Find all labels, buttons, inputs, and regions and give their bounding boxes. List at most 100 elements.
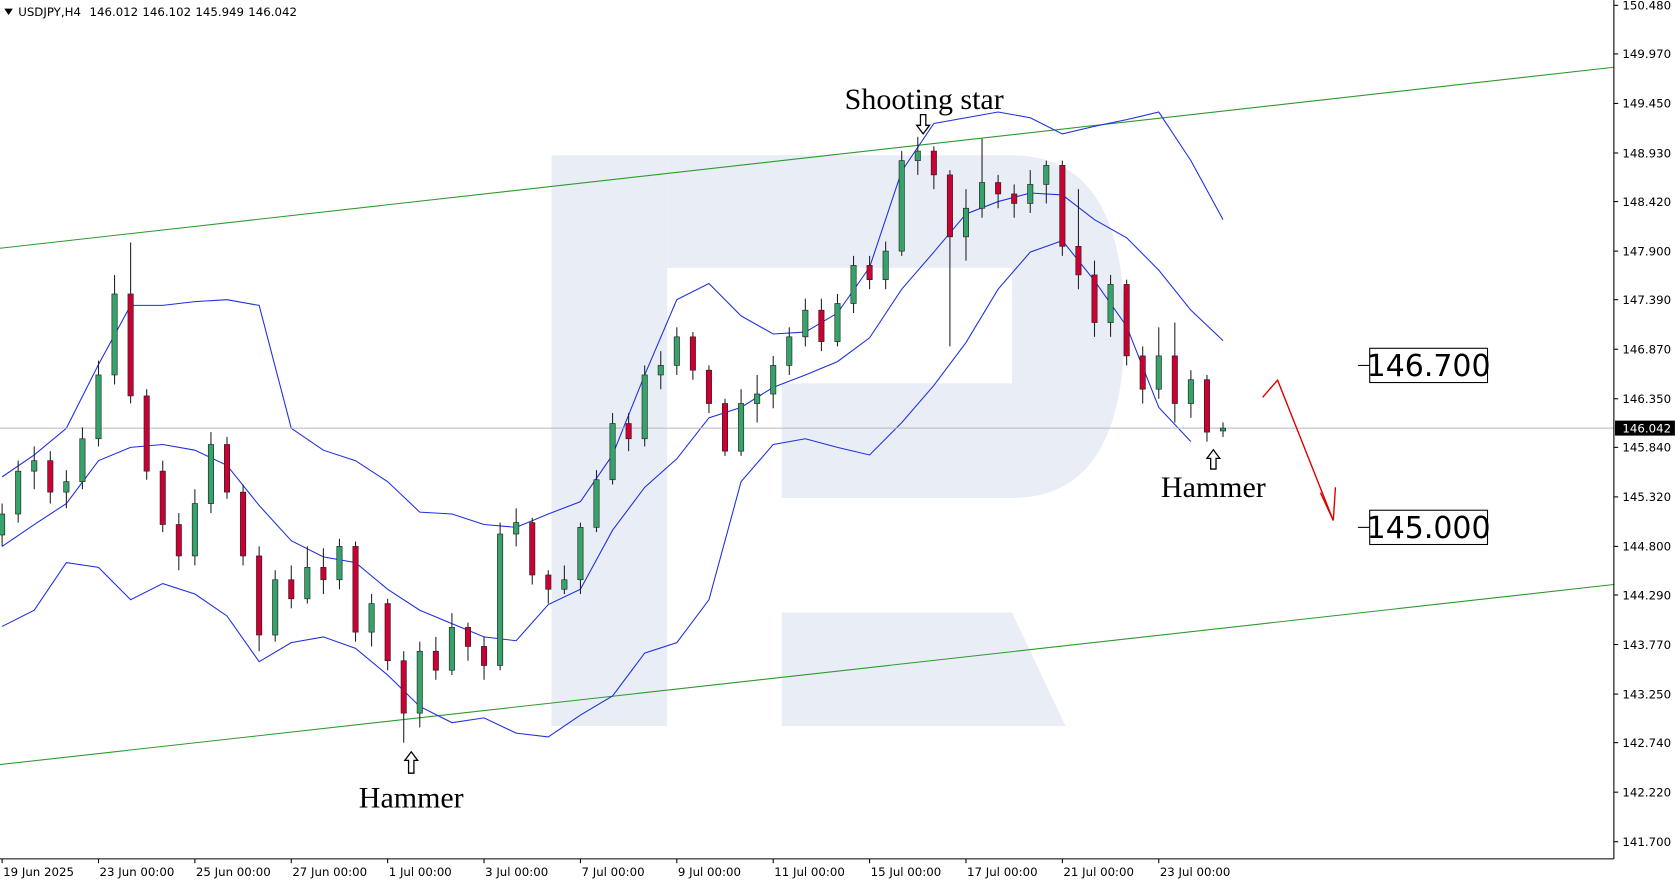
forecast-arrow [1262,378,1337,521]
candle-body-up [770,365,777,395]
candle-body-up [1043,165,1050,185]
watermark-stem [551,155,668,727]
candle-body-up [914,150,921,161]
y-tick-label: 142.220 [1622,785,1671,799]
symbol: USDJPY,H4 [18,5,81,19]
candle-body-up [754,393,761,404]
candle-body-up [609,423,616,481]
candle-body-up [497,533,504,666]
candle-body-down [705,369,712,404]
pattern-arrow [915,113,931,135]
current-price-label: 146.042 [1622,421,1671,435]
candle-body-down [288,579,295,600]
x-tick-label: 25 Jun 00:00 [196,865,271,879]
candle-body-down [930,150,937,176]
candle-body-up [657,365,664,376]
channel-line [0,583,1614,766]
pattern-label: Shooting star [845,83,1004,116]
candle-body-up [593,479,600,528]
candle-body-down [47,460,54,493]
candle-body-down [866,265,873,281]
y-tick-label: 148.930 [1622,146,1671,160]
candle-body-up [0,513,6,536]
candle-body-up [63,481,70,493]
candle-body-up [15,470,22,515]
forecast-head [1319,487,1337,521]
level-box [1369,347,1489,384]
level-label: 145.000 [1367,511,1491,546]
y-tick-label: 150.480 [1622,0,1671,13]
candle-body-up [962,207,969,238]
x-tick-label: 19 Jun 2025 [3,865,74,879]
header: USDJPY,H4 146.012 146.102 145.949 146.042 [18,5,297,19]
y-tick-label: 142.740 [1622,736,1671,750]
x-tick-label: 17 Jul 00:00 [967,865,1038,879]
bollinger-band [1,240,1192,738]
candle-body-down [1091,274,1098,323]
candle-body-down [529,522,536,576]
candle-body-up [513,522,520,535]
candle-body-down [320,567,327,581]
watermark-leg [781,612,1066,727]
bollinger-band [1,192,1224,642]
watermark-bowl [667,155,1125,498]
candle-body-up [561,579,568,590]
x-tick-label: 7 Jul 00:00 [582,865,645,879]
candle-body-up [336,546,343,581]
candle-body-up [802,309,809,338]
y-tick-label: 145.320 [1622,490,1671,504]
y-tick-label: 147.900 [1622,244,1671,258]
channel-line [0,66,1614,249]
x-tick-label: 1 Jul 00:00 [389,865,452,879]
y-tick-label: 141.700 [1622,835,1671,849]
candle-body-down [481,646,488,666]
candle-body-up [834,303,841,342]
header-triangle [4,8,13,15]
candle-body-up [1187,379,1194,404]
candle-body-down [143,395,150,472]
candle-body-up [1027,184,1034,204]
y-tick-label: 145.840 [1622,441,1671,455]
candle-body-down [224,444,231,493]
forecast-path [1262,378,1334,521]
candle-body-up [738,403,745,452]
candle-body-down [995,182,1002,195]
candle-body-up [31,460,38,472]
y-tick-label: 147.390 [1622,293,1671,307]
candle-body-down [625,423,632,440]
candle-body-down [1123,284,1130,357]
candle-body-up [979,182,986,209]
x-tick-label: 11 Jul 00:00 [774,865,845,879]
y-tick-label: 146.350 [1622,392,1671,406]
candle-body-up [416,650,423,714]
open-value: 146.012 [90,5,139,19]
candle-body-up [850,265,857,304]
x-tick-label: 21 Jul 00:00 [1063,865,1134,879]
candle-body-up [898,160,905,252]
candle-layer [0,136,1227,743]
level-label: 146.700 [1367,349,1491,384]
candle-body-down [689,336,696,371]
candle-body-down [1139,355,1146,390]
candle-body-up [1155,355,1162,390]
y-tick-label: 144.290 [1622,588,1671,602]
candle-body-down [1171,355,1178,404]
candle-body-up [207,444,214,504]
x-tick-label: 9 Jul 00:00 [678,865,741,879]
candle-body-up [79,438,86,482]
candle-body-up [786,336,793,366]
y-tick-label: 149.970 [1622,47,1671,61]
candle-body-down [1059,165,1066,247]
high-value: 146.102 [142,5,191,19]
y-tick-label: 143.250 [1622,687,1671,701]
candle-body-up [111,293,118,376]
pattern-arrow [403,750,419,774]
x-tick-label: 15 Jul 00:00 [871,865,942,879]
y-tick-label: 143.770 [1622,638,1671,652]
candle-body-down [175,524,182,557]
candle-body-up [641,374,648,440]
close-value: 146.042 [248,5,297,19]
candle-body-up [95,374,102,440]
y-tick-label: 144.800 [1622,540,1671,554]
candle-body-down [818,309,825,342]
